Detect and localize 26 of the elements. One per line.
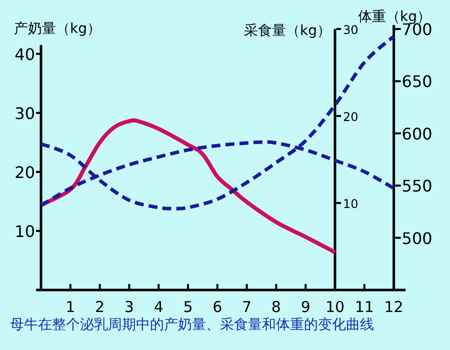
y-tick-label: 10 [14,222,35,241]
x-tick-label: 10 [325,298,345,316]
x-tick-label: 6 [212,298,222,316]
y2-tick-label: 10 [343,197,358,211]
text: 母牛在整个泌乳周期中的产奶量、采食量和体重的变化曲线 [10,317,374,333]
x-tick-label: 7 [242,298,252,316]
x-tick-label: 4 [154,298,164,316]
x-tick-label: 8 [271,298,281,316]
x-tick-label: 5 [183,298,193,316]
y3-tick-label: 500 [402,228,432,248]
x-tick-label: 9 [300,298,310,316]
y-tick-label: 30 [14,104,35,123]
x-tick-label: 2 [95,298,105,316]
y2-tick-label: 20 [343,110,358,124]
x-tick-label: 1 [66,298,76,316]
x-tick-label: 3 [124,298,134,316]
y2-tick-label: 30 [343,23,358,37]
y3-tick-label: 550 [402,176,432,196]
y-axis-title: 产奶量（kg） [14,21,101,37]
y2-axis-title: 采食量（kg） [244,23,331,39]
x-tick-label: 12 [384,298,404,316]
y3-tick-label: 600 [402,124,432,144]
y-tick-label: 40 [14,44,35,64]
y3-tick-label: 650 [402,72,432,92]
x-tick-label: 11 [354,298,374,316]
y-tick-label: 20 [14,162,35,182]
